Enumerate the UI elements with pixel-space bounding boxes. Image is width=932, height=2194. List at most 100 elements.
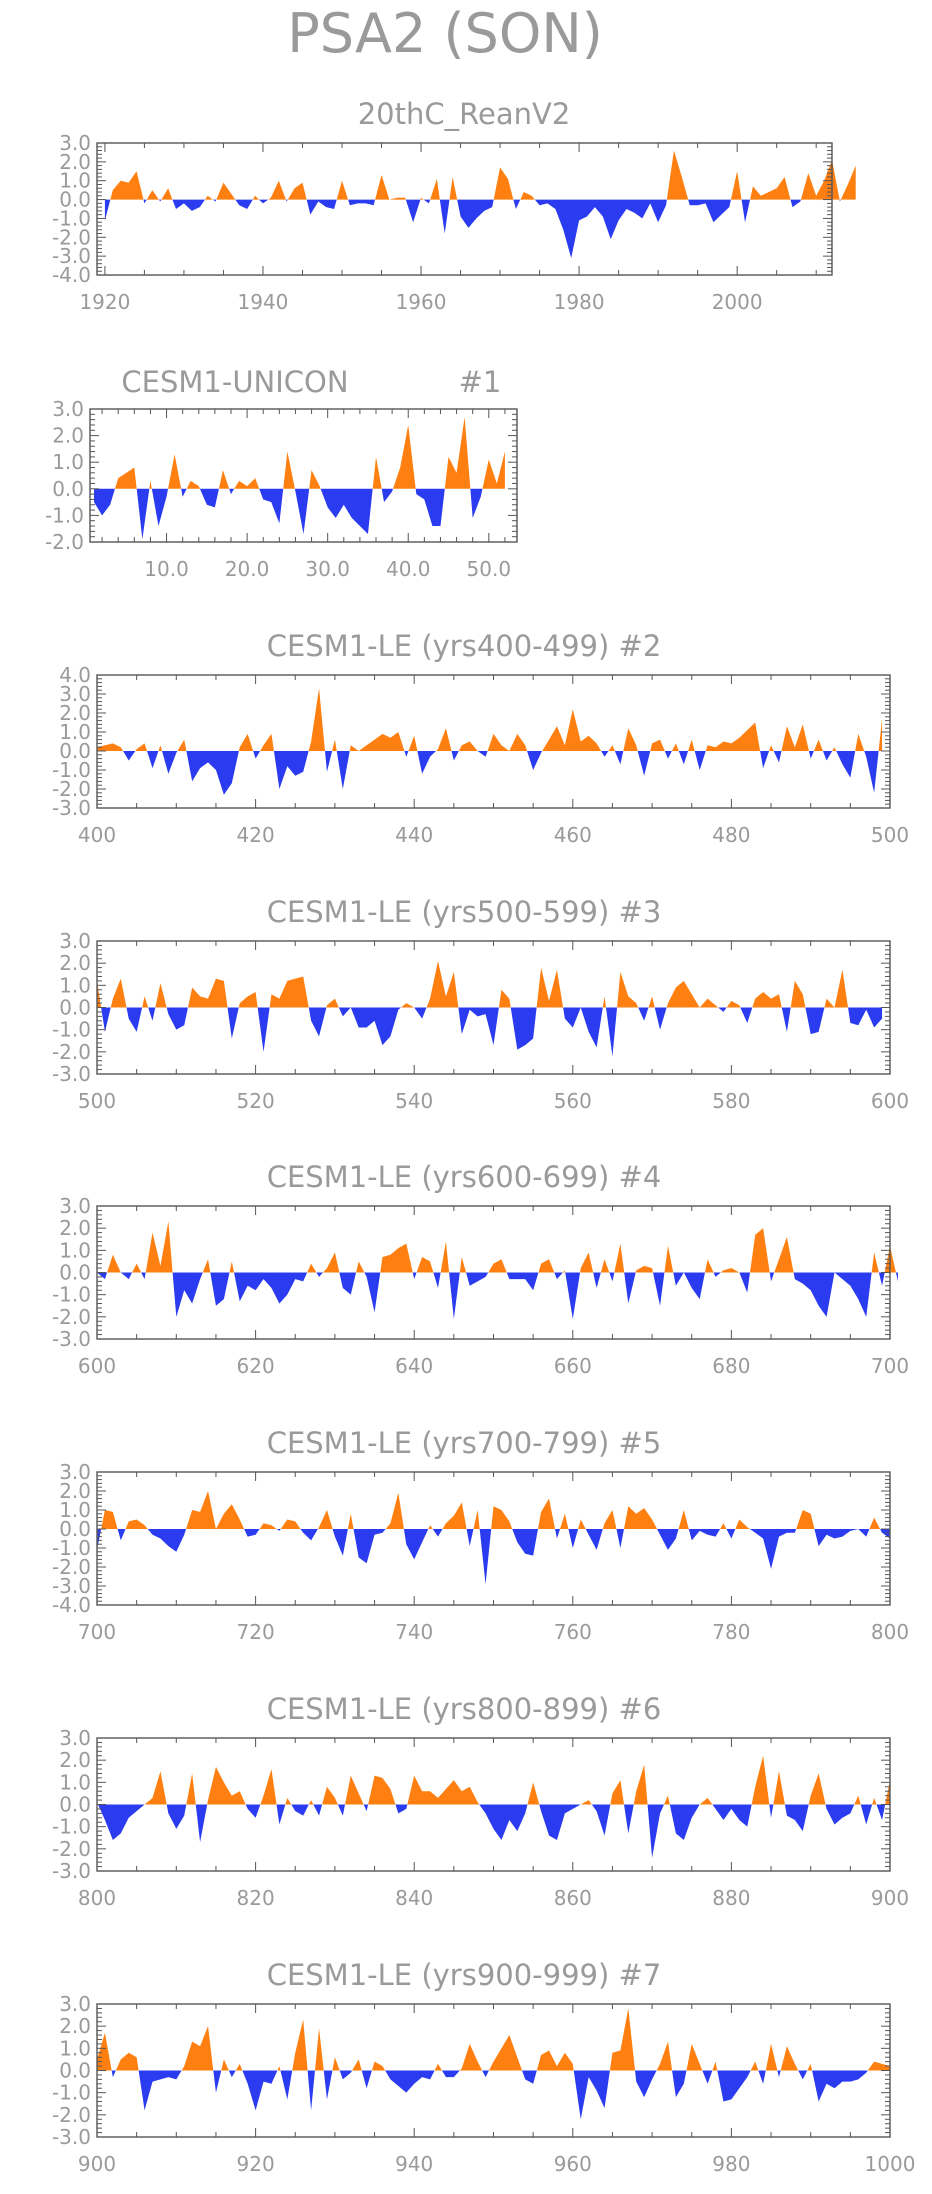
x-tick-label: 400 xyxy=(78,823,116,847)
y-tick-label: 2.0 xyxy=(59,701,91,725)
panel: CESM1-UNICON #1 -2.0 -1.00.0 1.02.0 3.0 10.0 20… xyxy=(45,365,518,581)
y-tick-label: 3.0 xyxy=(59,929,91,953)
x-tick-label: 1940 xyxy=(238,290,289,314)
y-tick-label: -2.0 xyxy=(52,1040,91,1064)
x-tick-label: 440 xyxy=(395,823,433,847)
y-tick-label: -1.0 xyxy=(52,1815,91,1839)
y-tick-label: -1.0 xyxy=(52,1283,91,1307)
y-tick-label: 1.0 xyxy=(59,2036,91,2060)
y-tick-label: -3.0 xyxy=(52,796,91,820)
negative-area xyxy=(104,199,856,259)
panel-title: CESM1-LE (yrs800-899) #6 xyxy=(267,1692,662,1726)
y-tick-label: 0.0 xyxy=(59,1517,91,1541)
x-tick-label: 820 xyxy=(237,1886,275,1910)
panel-title: CESM1-LE (yrs600-699) #4 xyxy=(267,1160,662,1194)
x-tick-label: 500 xyxy=(871,823,909,847)
x-tick-label: 640 xyxy=(395,1354,433,1378)
y-tick-label: -3.0 xyxy=(52,244,91,268)
y-tick-label: 2.0 xyxy=(59,1748,91,1772)
panel: CESM1-LE (yrs400-499) #2 -3.0-2.0-1.00.01… xyxy=(52,629,909,847)
y-tick-label: -4.0 xyxy=(52,263,91,287)
x-tick-label: 700 xyxy=(78,1620,116,1644)
y-tick-label: 2.0 xyxy=(59,951,91,975)
y-tick-label: 3.0 xyxy=(59,131,91,155)
x-tick-label: 800 xyxy=(78,1886,116,1910)
negative-area xyxy=(97,751,883,795)
y-tick-label: 3.0 xyxy=(59,1726,91,1750)
panels-container: 20thC_ReanV2-4.0-3.0-2.0-1.00.01.02.03.0… xyxy=(45,97,915,2176)
negative-area xyxy=(97,1529,890,1585)
y-tick-label: -1.0 xyxy=(52,1018,91,1042)
y-tick-label: 1.0 xyxy=(59,1770,91,1794)
panel: CESM1-LE (yrs800-899) #6 -3.0-2.0-1.00.01… xyxy=(52,1692,909,1910)
y-tick-label: -2.0 xyxy=(45,530,84,554)
y-tick-label: 4.0 xyxy=(59,663,91,687)
panel: 20thC_ReanV2 -4.0-3.0-2.0-1.00.01.02.03.0… xyxy=(52,97,856,314)
x-tick-label: 1960 xyxy=(396,290,447,314)
x-tick-label: 1000 xyxy=(865,2152,916,2176)
figure-title: PSA2 (SON) xyxy=(287,2,603,65)
panel: CESM1-LE (yrs600-699) #4 -3.0-2.0-1.00.01… xyxy=(52,1160,909,1378)
y-tick-label: 1.0 xyxy=(59,1498,91,1522)
panel-title: 20thC_ReanV2 xyxy=(358,97,571,131)
y-tick-label: 0.0 xyxy=(59,1261,91,1285)
y-tick-label: 3.0 xyxy=(59,682,91,706)
y-tick-label: -3.0 xyxy=(52,1327,91,1351)
positive-area xyxy=(97,960,883,1008)
x-tick-label: 480 xyxy=(712,823,750,847)
y-tick-label: 2.0 xyxy=(59,1216,91,1240)
y-tick-label: 0.0 xyxy=(59,2059,91,2083)
y-tick-label: -1.0 xyxy=(52,1536,91,1560)
panel-title: CESM1-LE (yrs700-799) #5 xyxy=(267,1426,662,1460)
y-tick-label: 0.0 xyxy=(59,739,91,763)
positive-area xyxy=(97,2008,890,2071)
panel: CESM1-LE (yrs900-999) #7-3.0-2.0-1.00.01… xyxy=(52,1958,915,2176)
panel-title: CESM1-LE (yrs900-999) #7 xyxy=(267,1958,662,1992)
x-tick-label: 30.0 xyxy=(305,557,350,581)
panel: CESM1-LE (yrs500-599) #3 -3.0-2.0-1.00.01… xyxy=(52,895,909,1113)
x-tick-label: 620 xyxy=(237,1354,275,1378)
y-tick-label: 2.0 xyxy=(52,424,84,448)
y-tick-label: 0.0 xyxy=(59,996,91,1020)
negative-area xyxy=(94,488,505,540)
x-tick-label: 420 xyxy=(237,823,275,847)
y-tick-label: -4.0 xyxy=(52,1593,91,1617)
y-tick-label: 0.0 xyxy=(59,1793,91,1817)
negative-area xyxy=(97,2070,890,2120)
x-tick-label: 40.0 xyxy=(386,557,431,581)
positive-area xyxy=(97,688,883,751)
y-tick-label: 0.0 xyxy=(59,188,91,212)
y-tick-label: -3.0 xyxy=(52,1574,91,1598)
x-tick-label: 680 xyxy=(712,1354,750,1378)
plot-frame xyxy=(96,142,833,276)
x-tick-label: 1980 xyxy=(554,290,605,314)
x-tick-label: 50.0 xyxy=(467,557,512,581)
x-tick-label: 20.0 xyxy=(225,557,270,581)
x-tick-label: 940 xyxy=(395,2152,433,2176)
y-tick-label: 1.0 xyxy=(59,973,91,997)
y-tick-label: 1.0 xyxy=(59,169,91,193)
x-tick-label: 960 xyxy=(554,2152,592,2176)
y-tick-label: -2.0 xyxy=(52,1305,91,1329)
x-tick-label: 760 xyxy=(554,1620,592,1644)
x-tick-label: 2000 xyxy=(712,290,763,314)
x-tick-label: 920 xyxy=(237,2152,275,2176)
x-tick-label: 660 xyxy=(554,1354,592,1378)
x-tick-label: 460 xyxy=(554,823,592,847)
y-tick-label: 3.0 xyxy=(59,1460,91,1484)
x-tick-label: 1920 xyxy=(79,290,130,314)
y-tick-label: -3.0 xyxy=(52,1859,91,1883)
y-tick-label: -1.0 xyxy=(52,2081,91,2105)
y-tick-label: -3.0 xyxy=(52,2125,91,2149)
y-tick-label: 1.0 xyxy=(59,720,91,744)
negative-area xyxy=(97,1007,883,1057)
y-tick-label: -1.0 xyxy=(52,758,91,782)
y-tick-label: -1.0 xyxy=(52,206,91,230)
y-tick-label: 3.0 xyxy=(52,397,84,421)
positive-area xyxy=(97,1221,898,1273)
positive-area xyxy=(97,1491,890,1529)
y-tick-label: 2.0 xyxy=(59,150,91,174)
x-tick-label: 10.0 xyxy=(144,557,189,581)
y-tick-label: -2.0 xyxy=(52,1555,91,1579)
x-tick-label: 980 xyxy=(712,2152,750,2176)
